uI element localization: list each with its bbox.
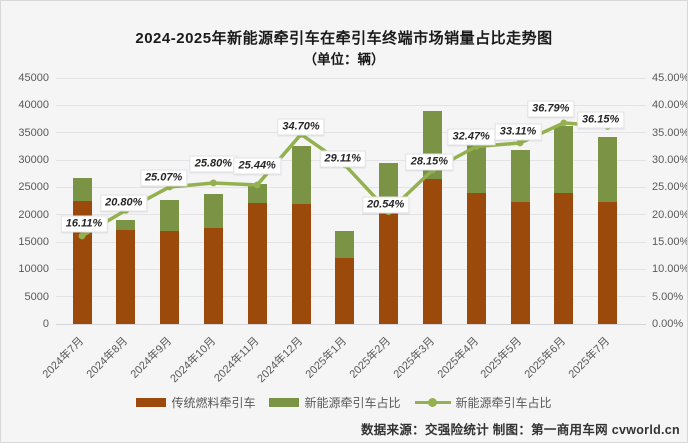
bar-segment-traditional <box>203 228 223 324</box>
grid-line <box>56 186 646 188</box>
y-axis-label-left: 15000 <box>18 236 49 248</box>
bar-segment-newenergy <box>510 149 530 203</box>
legend-swatch <box>136 398 167 407</box>
bar-segment-traditional <box>379 197 399 324</box>
data-label: 28.15% <box>405 153 454 171</box>
x-axis-label: 2024年11月 <box>212 335 262 385</box>
x-axis-label: 2025年1月 <box>303 335 350 381</box>
bar-segment-traditional <box>598 202 618 324</box>
y-axis-label-right: 25.00% <box>652 181 688 194</box>
x-axis-label: 2025年7月 <box>566 335 613 381</box>
x-axis-label: 2025年4月 <box>435 335 481 381</box>
bar-segment-newenergy <box>335 231 355 259</box>
chart-subtitle: （单位：辆） <box>303 52 385 67</box>
x-axis-label: 2025年6月 <box>522 335 569 381</box>
y-axis-label-right: 15.00% <box>652 236 688 248</box>
data-label: 36.79% <box>527 100 575 118</box>
legend: 传统燃料牵引车 新能源牵引车占比 新能源牵引车占比 <box>1 394 687 411</box>
line-marker <box>253 181 261 189</box>
source-note: 数据来源：交强险统计 制图：第一商用车网 cvworld.cn <box>360 423 680 437</box>
data-label: 32.47% <box>447 128 495 146</box>
y-axis-label-right: 35.00% <box>652 126 688 139</box>
y-axis-label-left: 0 <box>42 318 49 330</box>
legend-label: 新能源牵引车占比 <box>304 396 401 410</box>
y-axis-label-left: 40000 <box>18 99 49 112</box>
grid-line <box>56 323 646 325</box>
x-axis-label: 2025年2月 <box>347 335 394 381</box>
data-label: 20.54% <box>361 196 410 214</box>
grid-line <box>56 132 646 134</box>
x-axis-label: 2025年3月 <box>391 335 438 381</box>
y-axis-label-left: 35000 <box>18 126 49 139</box>
grid-line <box>56 104 646 106</box>
bar-segment-traditional <box>291 203 311 324</box>
bar-segment-newenergy <box>160 199 180 232</box>
data-label: 25.07% <box>139 169 188 187</box>
bar-segment-newenergy <box>247 184 267 203</box>
grid-line <box>56 214 646 216</box>
legend-dot <box>427 398 437 407</box>
bar-segment-newenergy <box>291 146 311 204</box>
bar-segment-newenergy <box>72 177 92 201</box>
data-label: 36.15% <box>576 111 625 129</box>
line-marker <box>78 232 86 240</box>
data-label: 20.80% <box>100 194 148 212</box>
data-label: 25.44% <box>233 157 281 175</box>
bar-segment-newenergy <box>554 125 574 193</box>
y-axis-label-right: 30.00% <box>652 154 688 166</box>
bar-segment-newenergy <box>116 219 136 230</box>
bar-segment-traditional <box>247 202 267 324</box>
y-axis-label-right: 0.00% <box>652 318 684 330</box>
y-axis-label-right: 20.00% <box>652 208 688 221</box>
y-axis-label-left: 5000 <box>24 290 49 303</box>
grid-line <box>56 77 646 79</box>
bar-segment-traditional <box>160 231 180 324</box>
y-axis-label-left: 25000 <box>18 181 49 194</box>
legend-item: 传统燃料牵引车 <box>136 394 255 411</box>
x-axis-label: 2024年8月 <box>84 335 131 381</box>
bar-segment-traditional <box>466 192 486 324</box>
y-axis-label-left: 10000 <box>18 263 49 276</box>
bar-segment-newenergy <box>598 136 618 203</box>
data-label: 33.11% <box>494 123 542 141</box>
line-marker <box>560 119 568 127</box>
data-label: 16.11% <box>60 215 108 233</box>
x-axis-label: 2024年12月 <box>255 335 306 386</box>
bar-segment-newenergy <box>379 162 399 198</box>
chart-title: 2024-2025年新能源牵引车在牵引车终端市场销量占比走势图 <box>135 30 553 47</box>
bar-segment-traditional <box>335 258 355 324</box>
x-axis-label: 2025年5月 <box>478 335 525 381</box>
y-axis-label-right: 40.00% <box>652 99 688 112</box>
data-label: 34.70% <box>277 118 325 136</box>
legend-label: 传统燃料牵引车 <box>171 396 256 410</box>
legend-line-marker <box>414 398 451 407</box>
bar-segment-traditional <box>116 229 136 324</box>
bar-segment-traditional <box>510 202 530 324</box>
y-axis-label-left: 45000 <box>18 72 49 84</box>
bar-segment-newenergy <box>203 194 223 229</box>
plot-area: 16.11% 20.80% 25.07% 25.80% 25.44% 34.70% 29.1… <box>56 77 646 325</box>
data-label: 29.11% <box>319 150 367 168</box>
y-axis-label-left: 20000 <box>18 208 49 221</box>
bar-segment-traditional <box>554 192 574 324</box>
line-marker <box>210 179 217 187</box>
x-axis-label: 2024年7月 <box>40 335 87 381</box>
legend-item: 新能源牵引车占比 <box>414 394 552 411</box>
legend-label: 新能源牵引车占比 <box>455 396 552 410</box>
bar-segment-traditional <box>422 179 442 324</box>
y-axis-label-right: 10.00% <box>652 263 688 276</box>
legend-item: 新能源牵引车占比 <box>269 394 401 411</box>
x-axis-label: 2024年10月 <box>168 335 219 386</box>
line-marker <box>516 139 524 147</box>
data-label: 25.80% <box>189 155 238 173</box>
y-axis-label-right: 45.00% <box>652 72 688 84</box>
y-axis-label-right: 5.00% <box>652 290 684 303</box>
legend-swatch <box>269 398 300 407</box>
y-axis-label-left: 30000 <box>18 154 49 166</box>
